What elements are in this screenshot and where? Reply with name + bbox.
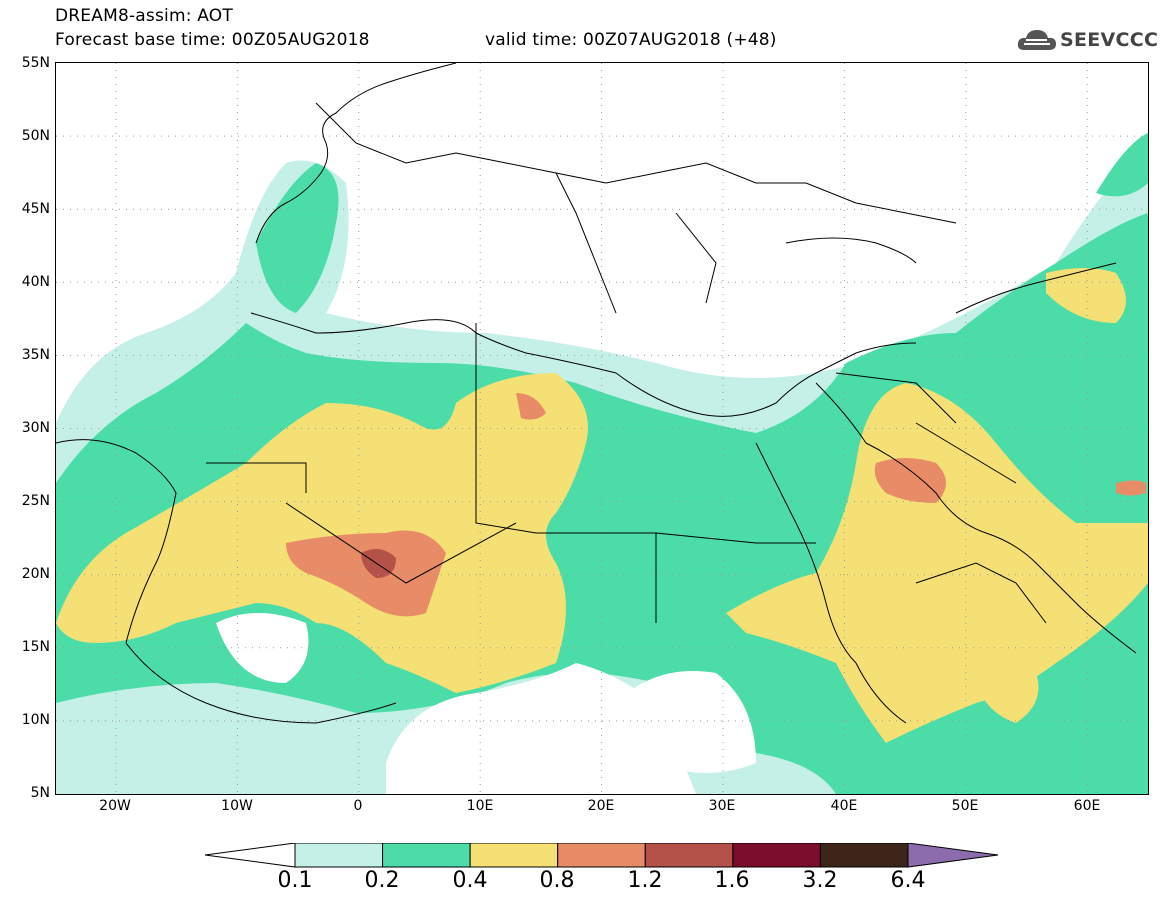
coastlines-and-borders (56, 63, 1137, 724)
forecast-base-time: Forecast base time: 00Z05AUG2018 (55, 30, 370, 50)
lat-label: 50N (21, 128, 50, 144)
aot-band-0.8 (286, 393, 1146, 617)
colorbar-label: 3.2 (802, 868, 838, 893)
colorbar-label: 0.4 (452, 868, 488, 893)
lon-label: 40E (830, 798, 858, 814)
colorbar-under-arrow (205, 843, 296, 868)
lat-label: 15N (21, 639, 50, 655)
lon-label: 20E (587, 798, 615, 814)
map-canvas (56, 63, 1148, 794)
colorbar-label: 0.2 (364, 868, 400, 893)
colorbar (205, 843, 999, 868)
lon-label: 10W (221, 798, 253, 814)
lon-label: 60E (1073, 798, 1101, 814)
colorbar-label: 1.2 (627, 868, 663, 893)
colorbar-cell (557, 843, 646, 868)
logo-text: SEEVCCC (1060, 29, 1159, 51)
aot-map (55, 62, 1149, 795)
lon-label: 50E (951, 798, 979, 814)
colorbar-cell (469, 843, 559, 868)
aot-band-0.4 (56, 268, 1148, 743)
lat-label: 40N (21, 274, 50, 290)
product-title: DREAM8-assim: AOT (55, 6, 233, 26)
lon-label: 0 (353, 798, 363, 814)
colorbar-label: 1.6 (714, 868, 750, 893)
lat-label: 10N (21, 712, 50, 728)
lat-label: 55N (21, 55, 50, 71)
cloud-icon (1017, 30, 1056, 50)
valid-time: valid time: 00Z07AUG2018 (+48) (485, 30, 777, 50)
lat-label: 20N (21, 566, 50, 582)
colorbar-label: 0.1 (277, 868, 313, 893)
seevccc-logo: SEEVCCC (1016, 26, 1158, 54)
colorbar-over-arrow (907, 843, 999, 868)
lon-label: 20W (99, 798, 131, 814)
lat-label: 25N (21, 493, 50, 509)
lat-label: 30N (21, 420, 50, 436)
colorbar-cell (382, 843, 471, 868)
colorbar-label: 6.4 (890, 868, 926, 893)
colorbar-cell (294, 843, 384, 868)
colorbar-cell (644, 843, 734, 868)
lat-label: 45N (21, 201, 50, 217)
colorbar-cell (732, 843, 821, 868)
lon-label: 30E (708, 798, 736, 814)
colorbar-cell (819, 843, 909, 868)
lat-label: 5N (30, 785, 50, 801)
colorbar-label: 0.8 (539, 868, 575, 893)
lat-lon-grid (56, 63, 1148, 794)
lat-label: 35N (21, 347, 50, 363)
lon-label: 10E (466, 798, 494, 814)
